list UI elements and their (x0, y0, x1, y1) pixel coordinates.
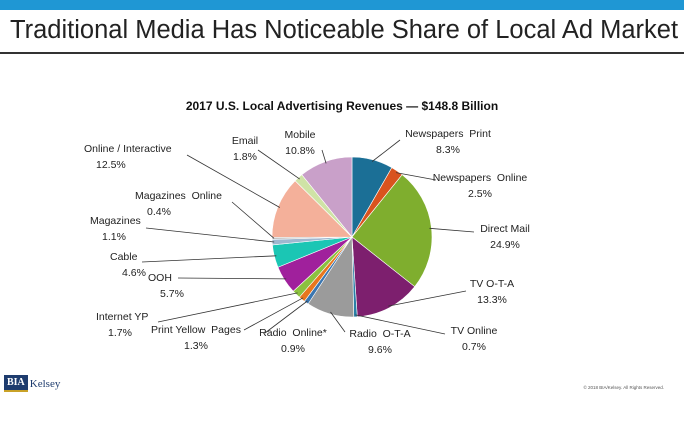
slide-title: Traditional Media Has Noticeable Share o… (10, 16, 679, 44)
leader-line-7 (243, 297, 304, 331)
slice-value-3: 13.3% (477, 294, 507, 306)
pie-slices (271, 156, 433, 318)
slice-value-7: 1.3% (184, 340, 208, 352)
slice-value-6: 0.9% (281, 343, 305, 355)
copyright-notice: © 2018 BIA/Kelsey. All Rights Reserved. (583, 385, 664, 390)
leader-line-12 (231, 201, 275, 239)
bia-kelsey-logo: BIA Kelsey (4, 375, 60, 392)
leader-line-1 (395, 172, 437, 181)
slice-name-14: Email (232, 135, 258, 147)
slice-name-13: Online / Interactive (84, 143, 172, 155)
leader-line-2 (429, 227, 475, 233)
slice-value-4: 0.7% (462, 341, 486, 353)
leader-line-3 (388, 290, 467, 307)
slice-value-1: 2.5% (468, 188, 492, 200)
chart-title: 2017 U.S. Local Advertising Revenues — $… (186, 99, 498, 113)
slice-name-11: Magazines (90, 215, 141, 227)
title-divider (0, 52, 684, 54)
top-accent-bar (0, 0, 684, 10)
slice-name-0: Newspapers Print (405, 128, 491, 140)
slice-value-15: 10.8% (285, 145, 315, 157)
logo-mark: BIA (4, 375, 28, 392)
logo-text: Kelsey (29, 377, 61, 390)
slice-labels: Newspapers Print 8.3% Newspapers Online 2.5… (84, 128, 530, 356)
leader-line-14 (257, 149, 300, 180)
slice-value-10: 4.6% (122, 267, 146, 279)
slice-value-13: 12.5% (96, 159, 126, 171)
slice-value-8: 1.7% (108, 327, 132, 339)
slice-name-3: TV O-T-A (470, 278, 514, 290)
leader-line-13 (186, 154, 280, 208)
leader-line-0 (371, 139, 401, 162)
leader-line-6 (264, 300, 308, 334)
slice-value-14: 1.8% (233, 151, 257, 163)
slice-value-5: 9.6% (368, 344, 392, 356)
leader-line-8 (157, 292, 298, 323)
leader-lines (141, 139, 475, 335)
slice-value-9: 5.7% (160, 288, 184, 300)
pie-slice-3 (351, 236, 416, 318)
slice-name-6: Radio Online* (259, 327, 327, 339)
slice-name-4: TV Online (451, 325, 498, 337)
leader-line-11 (145, 227, 275, 243)
slice-name-1: Newspapers Online (433, 172, 528, 184)
slice-name-8: Internet YP (96, 311, 148, 323)
slice-name-9: OOH (148, 272, 172, 284)
leader-line-4 (355, 314, 446, 335)
leader-line-9 (177, 277, 287, 280)
slice-value-11: 1.1% (102, 231, 126, 243)
slice-name-5: Radio O-T-A (349, 328, 410, 340)
slice-value-0: 8.3% (436, 144, 460, 156)
slice-name-7: Print Yellow Pages (151, 324, 241, 336)
slice-name-10: Cable (110, 251, 138, 263)
slice-name-15: Mobile (285, 129, 316, 141)
slice-value-12: 0.4% (147, 206, 171, 218)
slice-name-12: Magazines Online (135, 190, 222, 202)
slice-name-2: Direct Mail (480, 223, 530, 235)
leader-line-10 (141, 255, 277, 263)
slice-value-2: 24.9% (490, 239, 520, 251)
leader-line-15 (321, 149, 327, 164)
leader-line-5 (330, 311, 346, 333)
